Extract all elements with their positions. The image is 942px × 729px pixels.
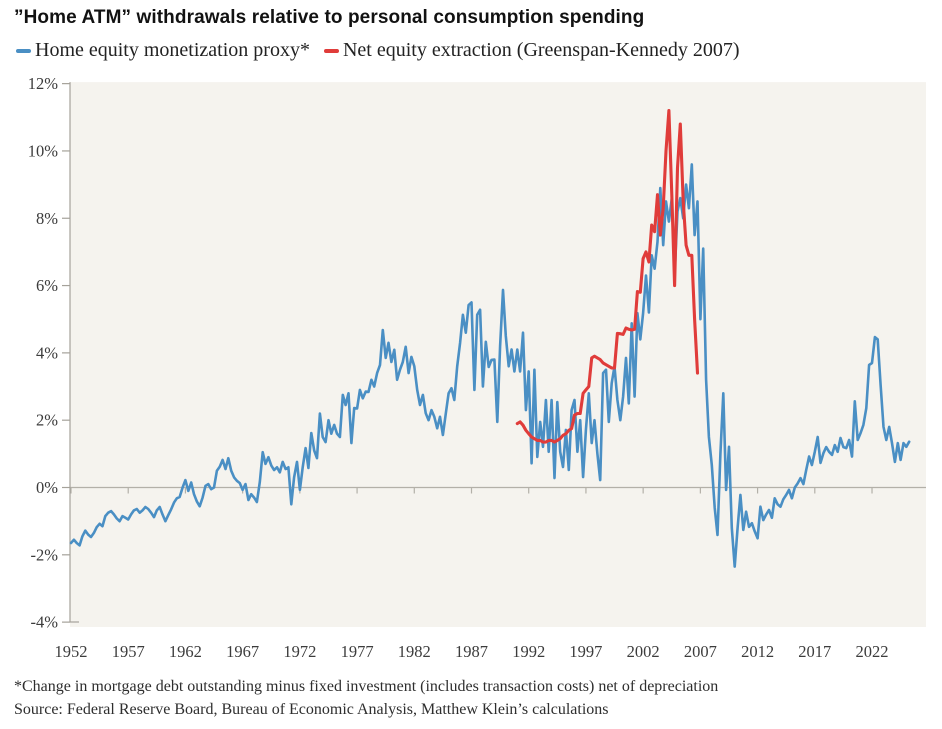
x-axis-label: 1977	[341, 642, 374, 661]
x-axis-label: 2007	[684, 642, 717, 661]
x-axis-label: 1952	[55, 642, 88, 661]
y-axis-label: 6%	[36, 276, 58, 295]
y-axis-label: 8%	[36, 209, 58, 228]
y-axis-label: -4%	[31, 613, 59, 632]
page-title: ”Home ATM” withdrawals relative to perso…	[14, 7, 645, 28]
x-axis-label: 1967	[226, 642, 259, 661]
chart-source: Source: Federal Reserve Board, Bureau of…	[14, 701, 609, 718]
x-axis-label: 2022	[856, 642, 889, 661]
y-axis-label: 4%	[36, 343, 58, 362]
x-axis-label: 1987	[455, 642, 488, 661]
plot-area	[70, 82, 926, 628]
x-axis-label: 1962	[169, 642, 202, 661]
y-axis-label: -2%	[31, 545, 59, 564]
x-axis-label: 2012	[741, 642, 774, 661]
chart-footnote: *Change in mortgage debt outstanding min…	[14, 678, 719, 695]
line-chart: 12% 10% 8% 6% 4% 2% 0% -2% -4% 1952 1957 1962 1967 19…	[28, 74, 926, 661]
y-axis-label: 12%	[28, 74, 59, 93]
x-axis-label: 1992	[512, 642, 545, 661]
series-line-net-equity-extraction	[515, 109, 700, 444]
chart-legend: Home equity monetization proxy* Net equi…	[16, 39, 739, 62]
legend-label-proxy: Home equity monetization proxy*	[35, 39, 310, 61]
x-axis-label: 1957	[112, 642, 145, 661]
x-axis-label: 1972	[283, 642, 316, 661]
x-axis-label: 1982	[398, 642, 431, 661]
legend-item-extraction: Net equity extraction (Greenspan-Kennedy…	[323, 39, 740, 62]
y-axis-label: 0%	[36, 478, 58, 497]
x-axis-label: 2002	[627, 642, 660, 661]
blue-line-swatch-icon	[16, 48, 31, 53]
x-axis-label: 1997	[569, 642, 602, 661]
legend-label-extraction: Net equity extraction (Greenspan-Kennedy…	[342, 39, 740, 61]
x-axis-label: 2017	[798, 642, 831, 661]
legend-item-proxy: Home equity monetization proxy*	[16, 39, 310, 62]
y-axis-label: 2%	[36, 411, 58, 430]
red-line-swatch-icon	[323, 48, 339, 53]
y-axis-label: 10%	[28, 141, 59, 160]
series-line-home-equity-proxy	[69, 163, 911, 568]
